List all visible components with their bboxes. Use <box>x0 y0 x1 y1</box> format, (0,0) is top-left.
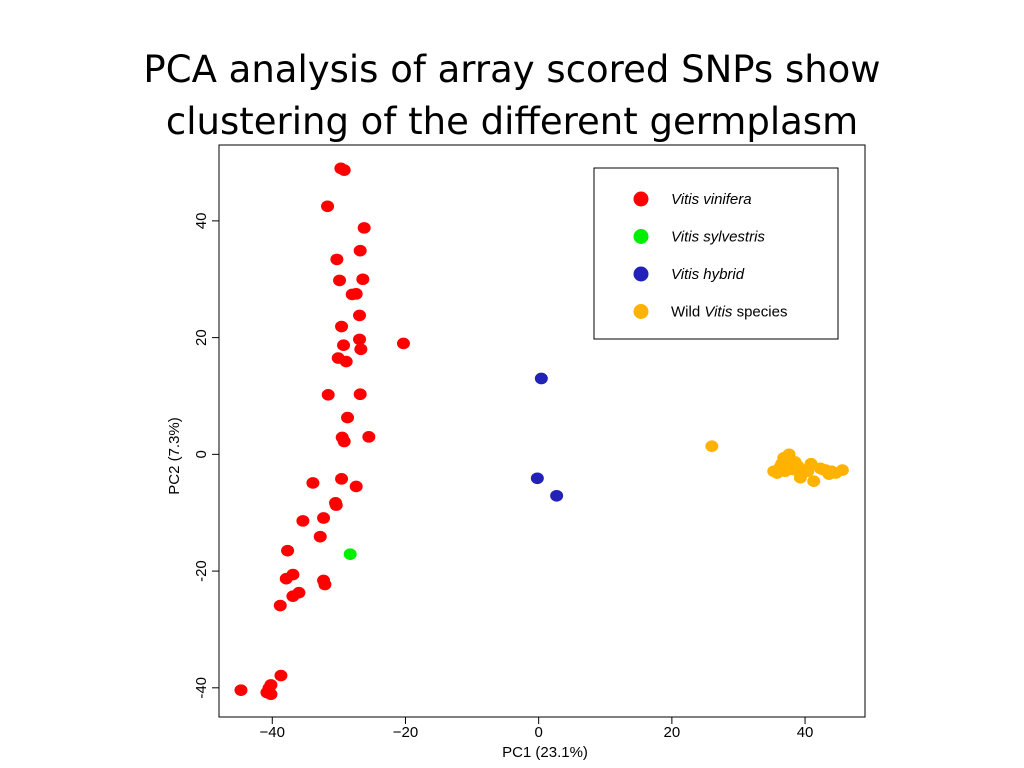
y-tick-label: -40 <box>193 677 210 699</box>
data-point-vitis-vinifera <box>296 515 310 527</box>
y-axis-title: PC2 (7.3%) <box>166 417 183 495</box>
data-point-vitis-vinifera <box>273 599 287 612</box>
data-point-vitis-vinifera <box>313 530 327 543</box>
data-point-vitis-vinifera <box>274 669 288 682</box>
data-point-vitis-vinifera <box>281 544 295 557</box>
legend-marker-wild-vitis-species <box>633 304 649 319</box>
data-point-vitis-vinifera <box>349 480 363 493</box>
data-point-wild-vitis-species <box>705 440 719 452</box>
data-point-vitis-vinifera <box>330 253 344 266</box>
legend-label-vitis-sylvestris: Vitis sylvestris <box>671 229 765 246</box>
data-point-vitis-vinifera <box>337 164 351 176</box>
data-point-vitis-vinifera <box>321 389 335 401</box>
data-point-vitis-vinifera <box>335 320 349 333</box>
y-tick-label: 20 <box>193 329 210 346</box>
data-point-vitis-hybrid <box>550 489 564 502</box>
data-point-vitis-vinifera <box>333 274 347 287</box>
data-point-vitis-vinifera <box>357 222 371 234</box>
data-point-vitis-vinifera <box>286 590 300 602</box>
data-point-vitis-vinifera <box>353 244 367 257</box>
data-point-vitis-vinifera <box>337 435 351 448</box>
data-point-vitis-vinifera <box>264 688 278 701</box>
slide-title-line-2: clustering of the different germplasm <box>165 100 859 143</box>
slide-title-line-1: PCA analysis of array scored SNPs show <box>143 48 881 91</box>
data-point-vitis-vinifera <box>234 684 248 696</box>
data-point-vitis-vinifera <box>353 388 367 401</box>
data-point-vitis-vinifera <box>317 512 331 524</box>
data-point-vitis-vinifera <box>335 473 349 485</box>
data-point-vitis-vinifera <box>306 477 320 489</box>
x-axis-title: PC1 (23.1%) <box>502 744 588 761</box>
data-point-vitis-vinifera <box>321 200 335 213</box>
data-point-vitis-vinifera <box>356 273 370 286</box>
data-point-vitis-vinifera <box>318 578 332 591</box>
legend-marker-vitis-vinifera <box>633 191 649 207</box>
x-tick-label: −40 <box>260 724 285 741</box>
data-point-vitis-sylvestris <box>343 548 357 560</box>
x-tick-label: 40 <box>797 724 814 741</box>
data-point-wild-vitis-species <box>835 464 849 476</box>
data-point-vitis-vinifera <box>341 411 355 424</box>
data-point-vitis-vinifera <box>279 572 293 585</box>
x-tick-label: −20 <box>393 724 418 741</box>
data-point-vitis-vinifera <box>353 309 367 322</box>
legend-label-vitis-hybrid: Vitis hybrid <box>671 266 745 283</box>
data-point-vitis-vinifera <box>362 431 376 443</box>
data-point-vitis-vinifera <box>337 339 351 352</box>
x-tick-label: 20 <box>664 724 681 741</box>
y-tick-label: 40 <box>193 213 210 230</box>
x-tick-label: 0 <box>534 724 542 741</box>
y-tick-label: 0 <box>193 450 210 458</box>
data-point-vitis-vinifera <box>396 337 410 350</box>
legend-marker-vitis-hybrid <box>633 266 649 282</box>
data-point-vitis-vinifera <box>339 355 353 368</box>
data-point-vitis-vinifera <box>353 333 367 346</box>
data-point-vitis-vinifera <box>354 343 368 356</box>
y-tick-label: -20 <box>193 560 210 582</box>
data-point-vitis-vinifera <box>349 288 363 300</box>
legend-label-vitis-vinifera: Vitis vinifera <box>671 191 752 208</box>
slide-title: PCA analysis of array scored SNPs show c… <box>0 44 1024 148</box>
legend-marker-vitis-sylvestris <box>633 229 649 244</box>
data-point-vitis-hybrid <box>534 372 548 385</box>
legend-label-wild-vitis-species: Wild Vitis species <box>671 304 787 321</box>
data-point-vitis-vinifera <box>329 499 343 511</box>
data-point-wild-vitis-species <box>807 475 821 487</box>
data-point-vitis-hybrid <box>530 472 544 485</box>
